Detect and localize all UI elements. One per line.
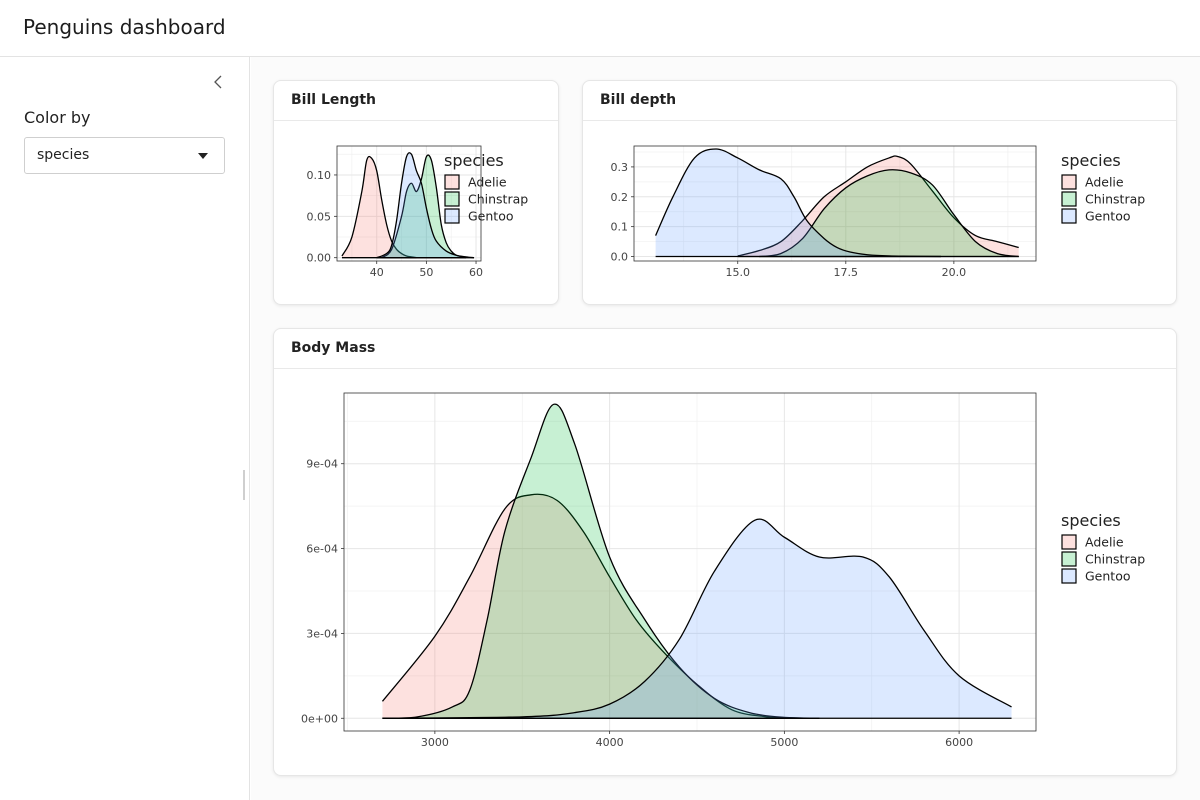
legend-label-chinstrap: Chinstrap xyxy=(468,192,528,207)
color-by-select-value: species xyxy=(37,147,90,163)
y-tick-label: 0e+00 xyxy=(301,712,338,725)
bill-length-card: Bill Length 40 50 60 0.00 0.05 0.10 species Ade… xyxy=(273,80,559,305)
legend-key-chinstrap xyxy=(1061,191,1077,207)
app-title: Penguins dashboard xyxy=(23,15,226,39)
density-area-chinstrap xyxy=(381,155,467,258)
body-mass-chart: 3000 4000 5000 6000 0e+00 3e-04 6e-04 9e-04 spec… xyxy=(301,392,1145,749)
x-tick-label: 3000 xyxy=(421,736,449,749)
legend-label-adelie: Adelie xyxy=(1085,535,1124,550)
legend-label-gentoo: Gentoo xyxy=(468,209,514,224)
density-area-gentoo xyxy=(382,519,1012,719)
density-line-adelie xyxy=(381,493,820,719)
legend-key-chinstrap xyxy=(1061,551,1077,567)
legend: species Adelie Chinstrap Gentoo xyxy=(1061,511,1145,584)
collapse-sidebar-button[interactable] xyxy=(209,72,229,92)
legend: species Adelie Chinstrap Gentoo xyxy=(1061,151,1145,224)
legend-key-chinstrap xyxy=(444,191,460,207)
x-tick-label: 4000 xyxy=(596,736,624,749)
legend-label-chinstrap: Chinstrap xyxy=(1085,192,1145,207)
legend-title: species xyxy=(1061,511,1121,530)
plot-panel xyxy=(344,393,1036,731)
density-area-adelie xyxy=(341,156,417,258)
density-line-chinstrap xyxy=(381,154,467,259)
density-line-chinstrap xyxy=(382,403,820,719)
legend: species Adelie Chinstrap Gentoo xyxy=(444,151,528,224)
legend-label-chinstrap: Chinstrap xyxy=(1085,552,1145,567)
y-tick-label: 0.00 xyxy=(307,252,332,265)
x-tick-label: 5000 xyxy=(770,736,798,749)
legend-title: species xyxy=(1061,151,1121,170)
sidebar-resize-handle[interactable] xyxy=(243,470,245,500)
plot-panel xyxy=(337,146,481,261)
bill-length-chart: 40 50 60 0.00 0.05 0.10 species Adelie Chinstrap… xyxy=(307,145,528,279)
y-tick-label: 6e-04 xyxy=(306,543,338,556)
legend-label-gentoo: Gentoo xyxy=(1085,209,1131,224)
color-by-select[interactable]: species xyxy=(24,137,225,174)
panel-border xyxy=(336,145,482,262)
density-line-gentoo xyxy=(655,148,941,258)
legend-key-gentoo xyxy=(444,208,460,224)
density-area-chinstrap xyxy=(759,169,1019,257)
legend-label-gentoo: Gentoo xyxy=(1085,569,1131,584)
legend-key-adelie xyxy=(1061,534,1077,550)
x-tick-label: 40 xyxy=(370,266,384,279)
body-mass-card: Body Mass 3000 4000 5000 6000 0e+00 3e-04 6e-0… xyxy=(273,328,1177,776)
chevron-left-icon xyxy=(214,75,222,89)
x-tick-label: 20.0 xyxy=(942,266,967,279)
x-tick-label: 50 xyxy=(419,266,433,279)
legend-label-adelie: Adelie xyxy=(1085,175,1124,190)
y-tick-label: 3e-04 xyxy=(306,627,338,640)
y-tick-label: 0.0 xyxy=(611,251,629,264)
panel-border xyxy=(633,145,1037,262)
density-area-chinstrap xyxy=(382,404,820,719)
density-line-chinstrap xyxy=(759,169,1019,258)
legend-title: species xyxy=(444,151,504,170)
density-area-gentoo xyxy=(655,148,941,257)
x-tick-label: 17.5 xyxy=(834,266,859,279)
y-tick-label: 0.10 xyxy=(307,169,332,182)
legend-key-adelie xyxy=(444,174,460,190)
density-line-adelie xyxy=(737,155,1019,257)
y-tick-label: 0.2 xyxy=(611,191,629,204)
card-title: Body Mass xyxy=(274,329,1176,369)
bill-depth-card: Bill depth 15.0 17.5 20.0 0.0 0.1 0.2 0.3 speci… xyxy=(582,80,1177,305)
y-tick-label: 9e-04 xyxy=(306,458,338,471)
grid-lines xyxy=(344,393,1036,731)
app-header: Penguins dashboard xyxy=(0,0,1200,57)
y-tick-label: 0.3 xyxy=(611,161,629,174)
x-tick-label: 6000 xyxy=(945,736,973,749)
card-title: Bill Length xyxy=(274,81,558,121)
bill-depth-chart: 15.0 17.5 20.0 0.0 0.1 0.2 0.3 species Adelie Chi… xyxy=(611,145,1145,279)
density-line-gentoo xyxy=(382,518,1012,719)
legend-key-gentoo xyxy=(1061,208,1077,224)
y-tick-label: 0.05 xyxy=(307,210,332,223)
caret-down-icon xyxy=(198,153,208,159)
legend-key-gentoo xyxy=(1061,568,1077,584)
legend-key-adelie xyxy=(1061,174,1077,190)
sidebar: Color by species xyxy=(0,57,250,800)
x-tick-label: 60 xyxy=(469,266,483,279)
panel-border xyxy=(343,392,1037,732)
color-by-label: Color by xyxy=(24,108,91,127)
density-area-adelie xyxy=(382,494,820,719)
legend-label-adelie: Adelie xyxy=(468,175,507,190)
main-content: Bill Length 40 50 60 0.00 0.05 0.10 species Ade… xyxy=(251,57,1200,800)
card-title: Bill depth xyxy=(583,81,1176,121)
density-line-adelie xyxy=(341,155,417,259)
x-tick-label: 15.0 xyxy=(725,266,750,279)
density-line-gentoo xyxy=(376,152,475,259)
y-tick-label: 0.1 xyxy=(611,221,629,234)
